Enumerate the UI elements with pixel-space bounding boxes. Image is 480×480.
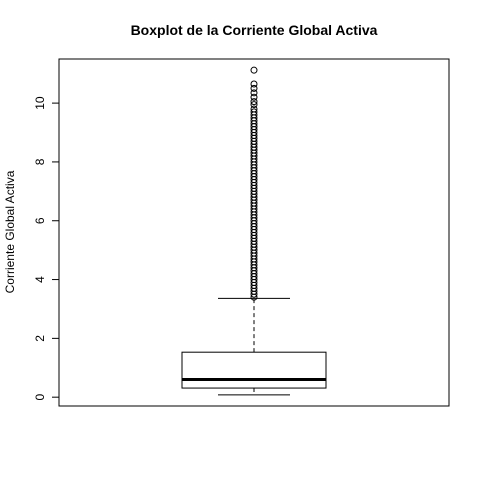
- y-tick-label: 8: [33, 158, 47, 165]
- y-tick-label: 4: [33, 276, 47, 283]
- chart-title: Boxplot de la Corriente Global Activa: [131, 22, 378, 38]
- outlier-point: [250, 101, 258, 109]
- outlier-point: [250, 93, 258, 101]
- y-tick-label: 2: [33, 335, 47, 342]
- outlier-point: [250, 84, 258, 92]
- outlier-point: [250, 89, 258, 97]
- y-axis-label: Corriente Global Activa: [3, 170, 17, 293]
- y-tick-label: 0: [33, 394, 47, 401]
- box-group: [181, 297, 327, 396]
- iqr-box: [181, 351, 327, 389]
- y-tick-label: 6: [33, 217, 47, 224]
- outlier-point: [250, 80, 258, 88]
- outlier-points: [250, 66, 258, 301]
- outlier-point: [250, 98, 258, 106]
- y-axis: 0 2 4 6 8 10: [33, 96, 60, 401]
- outlier-point: [250, 105, 258, 113]
- outlier-point: [250, 108, 258, 116]
- y-tick-label: 10: [33, 96, 47, 110]
- outlier-point: [250, 66, 258, 74]
